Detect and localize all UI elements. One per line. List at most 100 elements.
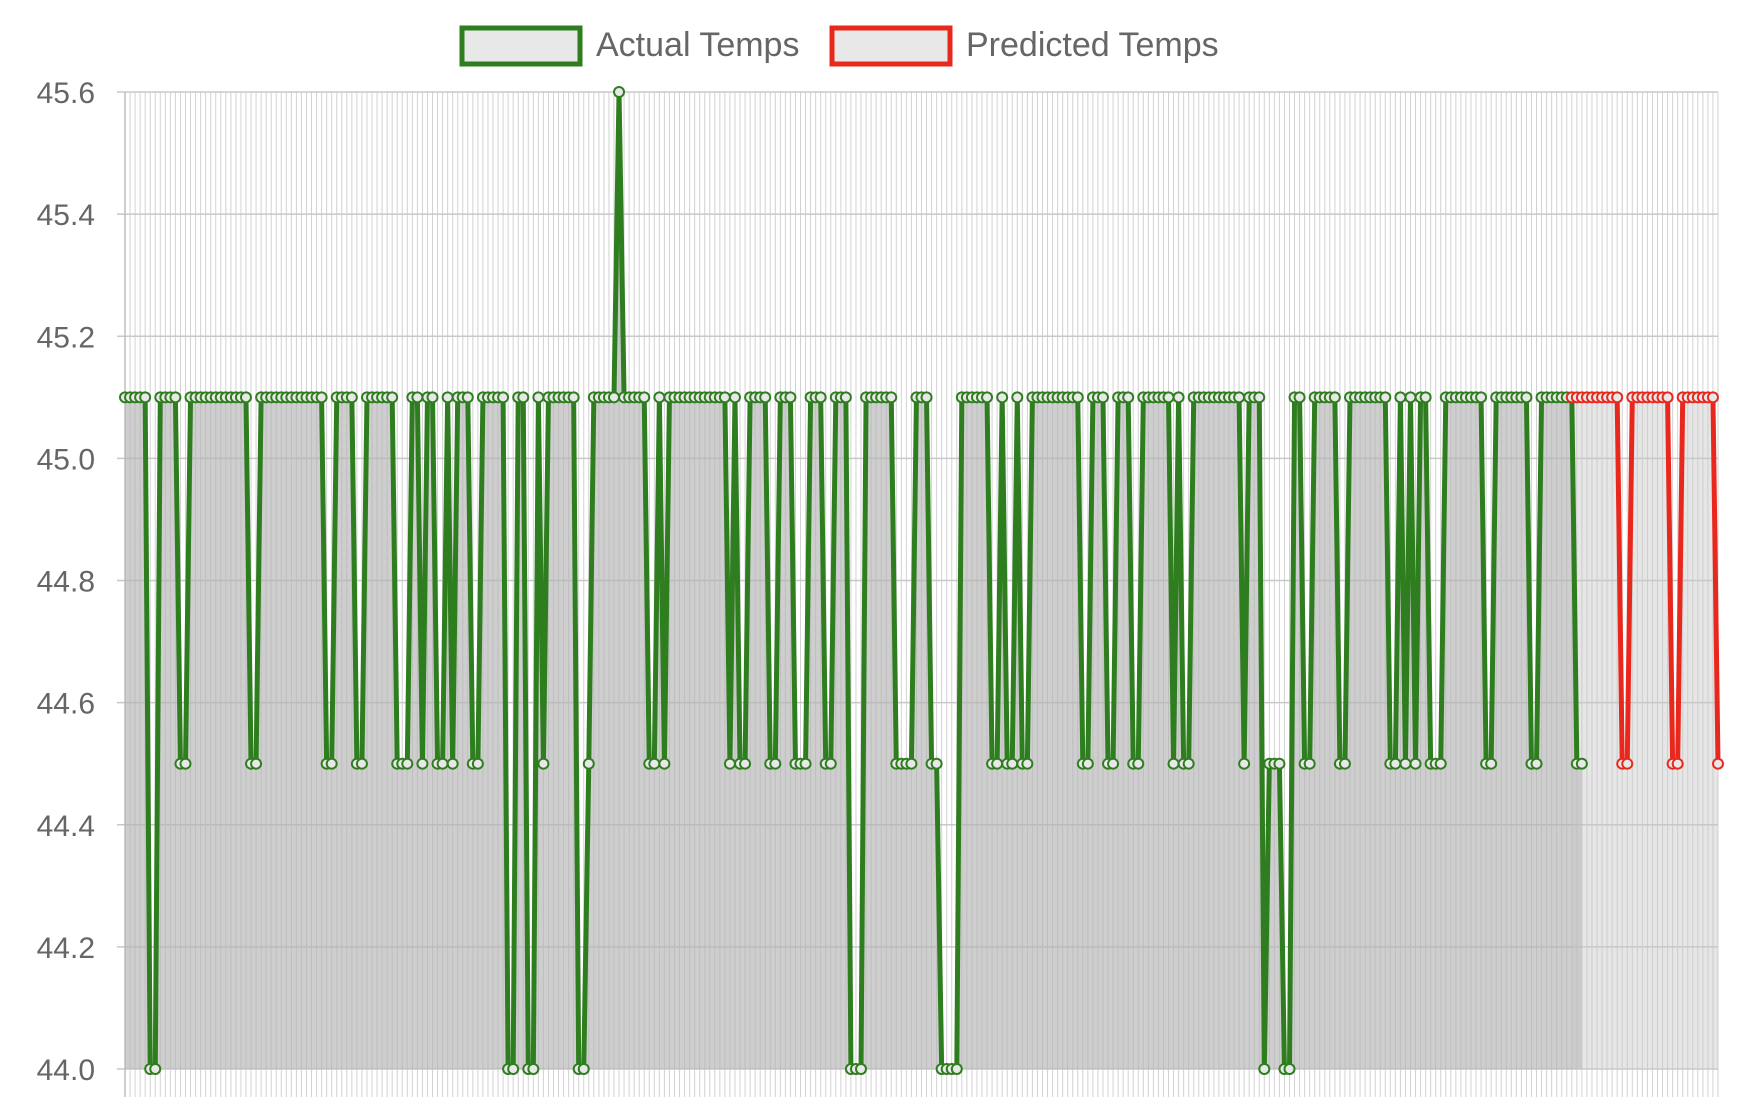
data-point-actual[interactable] (1122, 391, 1135, 404)
data-point-predicted[interactable] (1621, 757, 1634, 770)
data-point-actual[interactable] (607, 391, 620, 404)
data-point-actual[interactable] (855, 1063, 868, 1075)
data-point-actual[interactable] (1434, 757, 1447, 770)
data-point-actual[interactable] (991, 757, 1004, 770)
data-point-actual[interactable] (981, 391, 994, 404)
data-point-actual[interactable] (1071, 391, 1084, 404)
data-point-actual[interactable] (1006, 757, 1019, 770)
data-point-actual[interactable] (1399, 757, 1412, 770)
data-point-actual[interactable] (1172, 391, 1185, 404)
data-point-actual[interactable] (416, 757, 429, 770)
data-point-actual[interactable] (532, 391, 545, 404)
data-point-actual[interactable] (1081, 757, 1094, 770)
data-point-actual[interactable] (950, 1063, 963, 1075)
data-point-actual[interactable] (638, 391, 651, 404)
data-point-actual[interactable] (1167, 757, 1180, 770)
data-point-actual[interactable] (1233, 391, 1246, 404)
data-point-actual[interactable] (784, 391, 797, 404)
data-point-actual[interactable] (471, 757, 484, 770)
data-point-actual[interactable] (1258, 1063, 1271, 1075)
data-point-actual[interactable] (411, 391, 424, 404)
data-point-actual[interactable] (1283, 1063, 1296, 1075)
data-point-actual[interactable] (1419, 391, 1432, 404)
data-point-actual[interactable] (1182, 757, 1195, 770)
data-point-actual[interactable] (436, 757, 449, 770)
data-point-actual[interactable] (497, 391, 510, 404)
data-point-actual[interactable] (169, 391, 182, 404)
data-point-actual[interactable] (1238, 757, 1251, 770)
data-point-actual[interactable] (239, 391, 252, 404)
data-point-actual[interactable] (653, 391, 666, 404)
data-point-actual[interactable] (1520, 391, 1533, 404)
data-point-actual[interactable] (426, 391, 439, 404)
data-point-actual[interactable] (1162, 391, 1175, 404)
data-point-actual[interactable] (1575, 757, 1588, 770)
data-point-predicted[interactable] (1706, 391, 1719, 404)
data-point-actual[interactable] (179, 757, 192, 770)
data-point-actual[interactable] (885, 391, 898, 404)
data-point-predicted[interactable] (1661, 391, 1674, 404)
data-point-actual[interactable] (527, 1063, 540, 1075)
data-point-actual[interactable] (1293, 391, 1306, 404)
data-point-actual[interactable] (1096, 391, 1109, 404)
data-point-actual[interactable] (567, 391, 580, 404)
data-point-actual[interactable] (814, 391, 827, 404)
data-point-actual[interactable] (1530, 757, 1543, 770)
data-point-actual[interactable] (517, 391, 530, 404)
data-point-actual[interactable] (648, 757, 661, 770)
data-point-predicted[interactable] (1611, 391, 1624, 404)
data-point-actual[interactable] (139, 391, 152, 404)
data-point-actual[interactable] (930, 757, 943, 770)
data-point-actual[interactable] (1328, 391, 1341, 404)
data-point-actual[interactable] (1485, 757, 1498, 770)
data-point-actual[interactable] (1389, 757, 1402, 770)
data-point-actual[interactable] (1409, 757, 1422, 770)
data-point-actual[interactable] (839, 391, 852, 404)
data-point-actual[interactable] (1394, 391, 1407, 404)
data-point-actual[interactable] (1404, 391, 1417, 404)
data-point-actual[interactable] (658, 757, 671, 770)
data-point-actual[interactable] (799, 757, 812, 770)
data-point-actual[interactable] (1475, 391, 1488, 404)
data-point-actual[interactable] (1303, 757, 1316, 770)
data-point-actual[interactable] (1132, 757, 1145, 770)
data-point-actual[interactable] (996, 391, 1009, 404)
data-point-actual[interactable] (905, 757, 918, 770)
data-point-actual[interactable] (537, 757, 550, 770)
data-point-actual[interactable] (149, 1063, 162, 1075)
data-point-actual[interactable] (718, 391, 731, 404)
data-point-actual[interactable] (1253, 391, 1266, 404)
data-point-actual[interactable] (920, 391, 933, 404)
legend-item-predicted[interactable]: Predicted Temps (829, 25, 1219, 67)
data-point-actual[interactable] (345, 391, 358, 404)
data-point-actual[interactable] (441, 391, 454, 404)
data-point-actual[interactable] (1011, 391, 1024, 404)
data-point-actual[interactable] (582, 757, 595, 770)
data-point-actual[interactable] (613, 86, 626, 98)
data-point-actual[interactable] (1379, 391, 1392, 404)
data-point-actual[interactable] (315, 391, 328, 404)
data-point-actual[interactable] (723, 757, 736, 770)
data-point-actual[interactable] (824, 757, 837, 770)
data-point-actual[interactable] (507, 1063, 520, 1075)
data-point-predicted[interactable] (1712, 757, 1724, 770)
data-point-actual[interactable] (446, 757, 459, 770)
data-point-actual[interactable] (461, 391, 474, 404)
data-point-actual[interactable] (728, 391, 741, 404)
legend-item-actual[interactable]: Actual Temps (459, 25, 799, 67)
data-point-actual[interactable] (1107, 757, 1120, 770)
data-point-actual[interactable] (250, 757, 263, 770)
data-point-actual[interactable] (386, 391, 399, 404)
data-point-actual[interactable] (1338, 757, 1351, 770)
data-point-actual[interactable] (769, 757, 782, 770)
data-point-predicted[interactable] (1671, 757, 1684, 770)
data-point-actual[interactable] (739, 757, 752, 770)
data-point-actual[interactable] (1021, 757, 1034, 770)
data-point-actual[interactable] (325, 757, 338, 770)
data-point-actual[interactable] (355, 757, 368, 770)
data-point-actual[interactable] (759, 391, 772, 404)
data-point-actual[interactable] (577, 1063, 590, 1075)
data-point-actual[interactable] (401, 757, 414, 770)
data-point-actual[interactable] (1273, 757, 1286, 770)
